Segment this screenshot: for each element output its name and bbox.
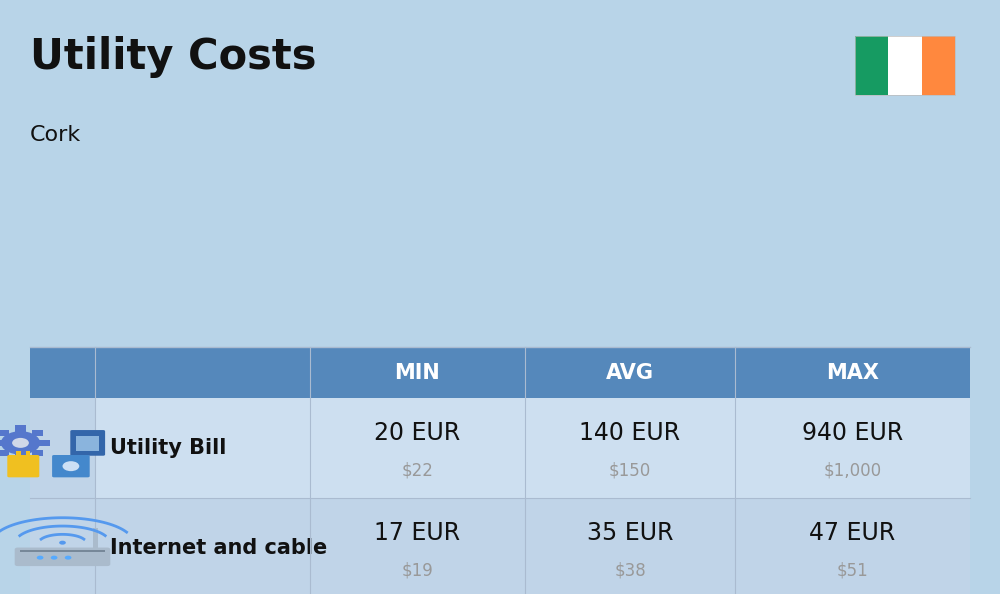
FancyBboxPatch shape [0,450,9,456]
Text: 20 EUR: 20 EUR [374,421,461,445]
Text: Utility Costs: Utility Costs [30,36,316,78]
FancyBboxPatch shape [39,440,50,446]
FancyBboxPatch shape [76,436,99,451]
FancyBboxPatch shape [888,36,922,95]
FancyBboxPatch shape [32,429,43,436]
Circle shape [59,541,66,545]
Text: $51: $51 [837,561,868,579]
Circle shape [51,555,57,560]
FancyBboxPatch shape [30,498,970,594]
FancyBboxPatch shape [26,451,30,456]
Text: $38: $38 [614,561,646,579]
Circle shape [63,461,79,471]
Text: $150: $150 [609,462,651,479]
FancyBboxPatch shape [855,36,888,95]
Text: $1,000: $1,000 [823,462,882,479]
FancyBboxPatch shape [922,36,955,95]
FancyBboxPatch shape [30,398,95,498]
FancyBboxPatch shape [0,440,2,446]
Text: 140 EUR: 140 EUR [579,421,681,445]
FancyBboxPatch shape [30,347,970,398]
Text: 35 EUR: 35 EUR [587,521,673,545]
Text: MAX: MAX [826,363,879,383]
FancyBboxPatch shape [20,550,105,552]
FancyBboxPatch shape [32,450,43,456]
Text: 940 EUR: 940 EUR [802,421,903,445]
Text: 47 EUR: 47 EUR [809,521,896,545]
FancyBboxPatch shape [16,451,20,456]
FancyBboxPatch shape [15,454,26,460]
Text: $22: $22 [402,462,433,479]
Text: Cork: Cork [30,125,81,145]
Text: MIN: MIN [395,363,440,383]
Circle shape [12,438,29,448]
Circle shape [1,431,40,454]
Circle shape [65,555,71,560]
FancyBboxPatch shape [93,528,98,549]
FancyBboxPatch shape [30,398,970,498]
FancyBboxPatch shape [52,455,90,478]
Text: $19: $19 [402,561,433,579]
FancyBboxPatch shape [70,430,105,456]
Text: Utility Bill: Utility Bill [110,438,226,458]
Text: Internet and cable: Internet and cable [110,538,327,558]
Circle shape [37,555,43,560]
FancyBboxPatch shape [15,548,110,566]
Text: 17 EUR: 17 EUR [374,521,461,545]
FancyBboxPatch shape [15,425,26,432]
Text: AVG: AVG [606,363,654,383]
FancyBboxPatch shape [0,429,9,436]
FancyBboxPatch shape [30,498,95,594]
FancyBboxPatch shape [7,455,39,478]
